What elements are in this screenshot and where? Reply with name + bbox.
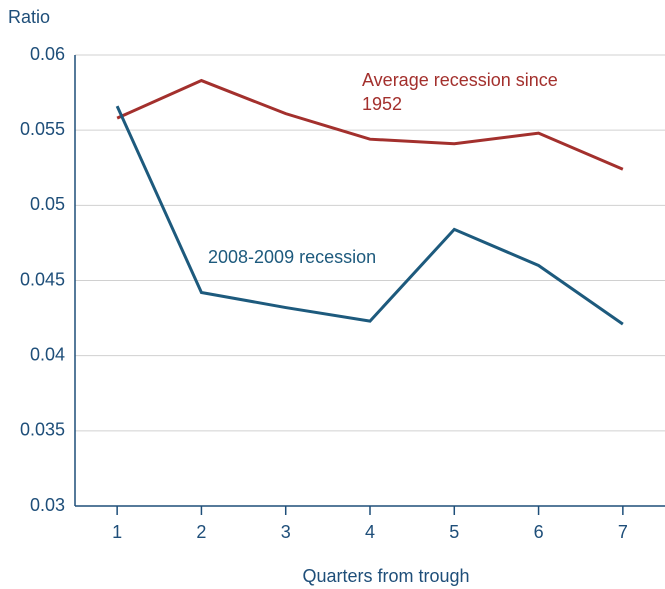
y-tick-label: 0.05: [30, 194, 65, 214]
x-tick-label: 3: [281, 522, 291, 542]
x-axis-label: Quarters from trough: [302, 566, 469, 586]
x-tick-label: 5: [449, 522, 459, 542]
y-axis-label: Ratio: [8, 7, 50, 27]
y-tick-label: 0.03: [30, 495, 65, 515]
x-tick-label: 1: [112, 522, 122, 542]
x-tick-label: 6: [534, 522, 544, 542]
y-tick-label: 0.04: [30, 344, 65, 364]
x-tick-label: 4: [365, 522, 375, 542]
y-tick-label: 0.06: [30, 44, 65, 64]
series-label: Average recession since 1952: [362, 70, 558, 114]
x-tick-label: 7: [618, 522, 628, 542]
y-tick-label: 0.055: [20, 119, 65, 139]
x-tick-label: 2: [196, 522, 206, 542]
series-line: [115, 105, 624, 326]
y-tick-label: 0.045: [20, 269, 65, 289]
series-label: 2008-2009 recession: [208, 247, 377, 267]
y-tick-label: 0.035: [20, 420, 65, 440]
series-line: [116, 78, 624, 171]
